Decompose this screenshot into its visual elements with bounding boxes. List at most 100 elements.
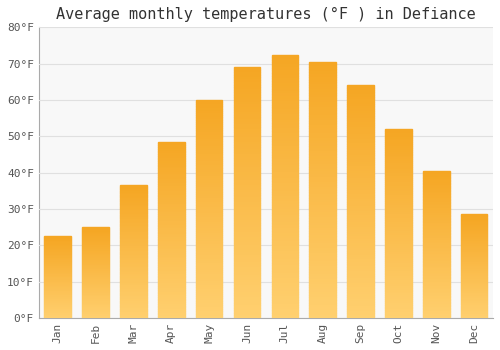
Bar	[82, 268, 109, 269]
Bar	[310, 126, 336, 128]
Bar	[423, 271, 450, 272]
Bar	[158, 177, 184, 179]
Bar	[158, 161, 184, 163]
Bar	[44, 254, 71, 255]
Bar	[196, 270, 222, 272]
Bar	[120, 260, 146, 261]
Bar	[196, 102, 222, 104]
Bar	[385, 243, 411, 244]
Bar	[44, 239, 71, 240]
Bar	[44, 244, 71, 245]
Bar	[461, 234, 487, 235]
Bar	[44, 316, 71, 317]
Bar	[158, 172, 184, 174]
Bar	[385, 239, 411, 240]
Bar	[158, 150, 184, 152]
Bar	[423, 275, 450, 277]
Bar	[348, 176, 374, 178]
Bar	[82, 247, 109, 248]
Bar	[234, 170, 260, 173]
Bar	[234, 160, 260, 162]
Bar	[423, 255, 450, 256]
Bar	[158, 235, 184, 237]
Bar	[158, 158, 184, 159]
Bar	[310, 269, 336, 272]
Bar	[385, 292, 411, 293]
Bar	[423, 302, 450, 303]
Bar	[385, 233, 411, 235]
Bar	[82, 271, 109, 272]
Bar	[385, 246, 411, 248]
Bar	[158, 203, 184, 205]
Bar	[82, 266, 109, 267]
Bar	[423, 199, 450, 200]
Bar	[272, 107, 298, 110]
Bar	[234, 90, 260, 92]
Bar	[272, 231, 298, 234]
Bar	[461, 262, 487, 263]
Bar	[423, 180, 450, 181]
Bar	[461, 224, 487, 225]
Bar	[82, 291, 109, 292]
Bar	[82, 251, 109, 252]
Bar	[272, 60, 298, 62]
Bar	[310, 239, 336, 241]
Bar	[120, 201, 146, 203]
Bar	[348, 223, 374, 225]
Bar	[158, 299, 184, 300]
Bar	[158, 189, 184, 191]
Bar	[196, 150, 222, 152]
Bar	[310, 111, 336, 113]
Bar	[120, 187, 146, 188]
Bar	[310, 310, 336, 313]
Bar	[461, 241, 487, 242]
Bar	[234, 122, 260, 125]
Bar	[461, 256, 487, 257]
Bar	[423, 284, 450, 286]
Bar	[310, 264, 336, 267]
Bar	[385, 301, 411, 303]
Bar	[82, 244, 109, 245]
Bar	[234, 310, 260, 313]
Bar	[234, 258, 260, 260]
Bar	[310, 274, 336, 277]
Bar	[234, 200, 260, 203]
Bar	[120, 245, 146, 246]
Bar	[120, 215, 146, 216]
Bar	[272, 134, 298, 136]
Bar	[423, 278, 450, 280]
Bar	[272, 57, 298, 60]
Bar	[348, 265, 374, 267]
Bar	[234, 218, 260, 220]
Bar	[348, 288, 374, 290]
Bar	[310, 303, 336, 305]
Bar	[234, 145, 260, 147]
Bar	[310, 308, 336, 310]
Bar	[44, 257, 71, 258]
Bar	[158, 182, 184, 184]
Bar	[310, 100, 336, 103]
Bar	[310, 131, 336, 134]
Bar	[272, 141, 298, 144]
Bar	[158, 285, 184, 286]
Bar	[158, 247, 184, 249]
Bar	[385, 227, 411, 229]
Bar	[120, 309, 146, 310]
Bar	[385, 188, 411, 189]
Bar	[234, 228, 260, 230]
Bar	[272, 62, 298, 65]
Bar	[385, 267, 411, 269]
Bar	[461, 297, 487, 298]
Bar	[461, 252, 487, 253]
Bar	[196, 220, 222, 222]
Bar	[234, 300, 260, 303]
Bar	[461, 258, 487, 259]
Bar	[82, 256, 109, 257]
Bar	[461, 312, 487, 313]
Bar	[423, 216, 450, 218]
Bar	[423, 177, 450, 178]
Bar	[82, 258, 109, 259]
Bar	[348, 304, 374, 306]
Bar	[461, 266, 487, 267]
Bar	[348, 206, 374, 209]
